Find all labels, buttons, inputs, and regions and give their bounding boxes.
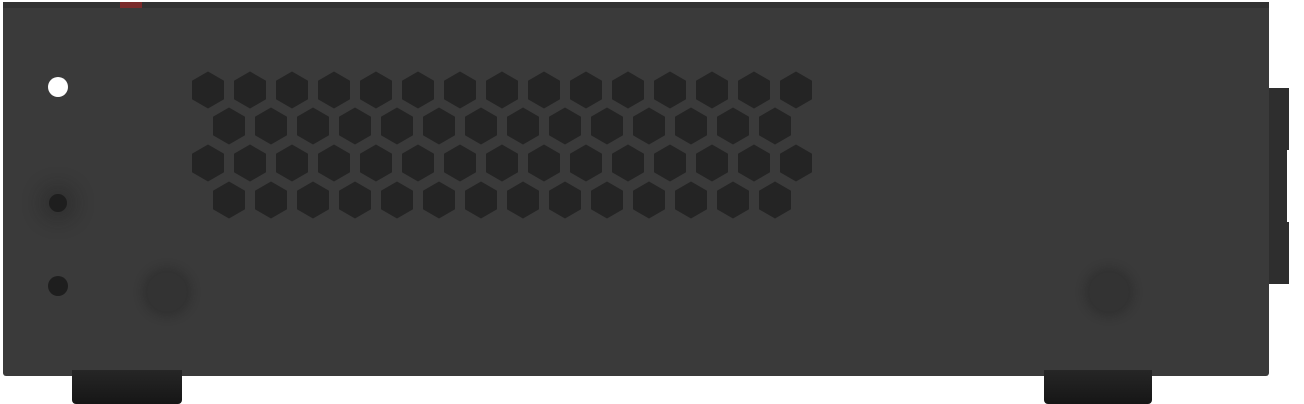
vent-hole xyxy=(318,144,350,182)
vent-hole xyxy=(192,144,224,182)
rear-notch xyxy=(1287,150,1304,222)
vent-hole xyxy=(297,181,329,219)
vent-hole xyxy=(675,181,707,219)
screw-icon xyxy=(1089,272,1129,312)
vent-hole xyxy=(570,144,602,182)
round-port-icon xyxy=(49,194,67,212)
vent-hole xyxy=(339,181,371,219)
vent-hole xyxy=(654,144,686,182)
screw-icon xyxy=(147,272,187,312)
vent-hole xyxy=(192,71,224,109)
top-tab xyxy=(120,2,142,8)
vent-hole xyxy=(213,107,245,145)
vent-hole xyxy=(318,71,350,109)
round-port-icon xyxy=(48,276,68,296)
vent-hole xyxy=(654,71,686,109)
vent-hole xyxy=(255,181,287,219)
vent-hole xyxy=(402,144,434,182)
vent-hole xyxy=(423,181,455,219)
vent-hole xyxy=(633,107,665,145)
vent-hole xyxy=(213,181,245,219)
vent-hole xyxy=(612,144,644,182)
vent-hole xyxy=(486,144,518,182)
vent-hole xyxy=(360,71,392,109)
vent-hole xyxy=(570,71,602,109)
vent-hole xyxy=(381,181,413,219)
vent-hole xyxy=(696,144,728,182)
foot-left xyxy=(72,370,182,404)
vent-hole xyxy=(402,71,434,109)
vent-hole xyxy=(612,71,644,109)
vent-hole xyxy=(717,107,749,145)
vent-hole xyxy=(381,107,413,145)
vent-hole xyxy=(297,107,329,145)
vent-hole xyxy=(633,181,665,219)
vent-hole xyxy=(360,144,392,182)
vent-hole xyxy=(591,107,623,145)
vent-hole xyxy=(507,181,539,219)
top-edge xyxy=(3,2,1269,8)
rear-panel xyxy=(1269,88,1289,284)
vent-hole xyxy=(738,144,770,182)
vent-hole xyxy=(696,71,728,109)
vent-hole xyxy=(675,107,707,145)
vent-hole xyxy=(465,107,497,145)
vent-hole xyxy=(423,107,455,145)
vent-hole xyxy=(759,181,791,219)
vent-hole xyxy=(444,71,476,109)
foot-right xyxy=(1044,370,1152,404)
vent-hole xyxy=(234,71,266,109)
vent-hole xyxy=(339,107,371,145)
vent-hole xyxy=(486,71,518,109)
vent-hole xyxy=(717,181,749,219)
vent-hole xyxy=(591,181,623,219)
vent-hole xyxy=(738,71,770,109)
vent-hole xyxy=(549,181,581,219)
vent-hole xyxy=(507,107,539,145)
status-led-icon xyxy=(48,77,68,97)
vent-hole xyxy=(528,144,560,182)
vent-hole xyxy=(780,71,812,109)
vent-hole xyxy=(549,107,581,145)
vent-hole xyxy=(780,144,812,182)
chassis-body xyxy=(3,2,1269,376)
vent-hole xyxy=(255,107,287,145)
vent-hole xyxy=(465,181,497,219)
vent-hole xyxy=(444,144,476,182)
vent-hole xyxy=(528,71,560,109)
vent-hole xyxy=(276,71,308,109)
vent-hole xyxy=(759,107,791,145)
vent-hole xyxy=(276,144,308,182)
vent-hole xyxy=(234,144,266,182)
